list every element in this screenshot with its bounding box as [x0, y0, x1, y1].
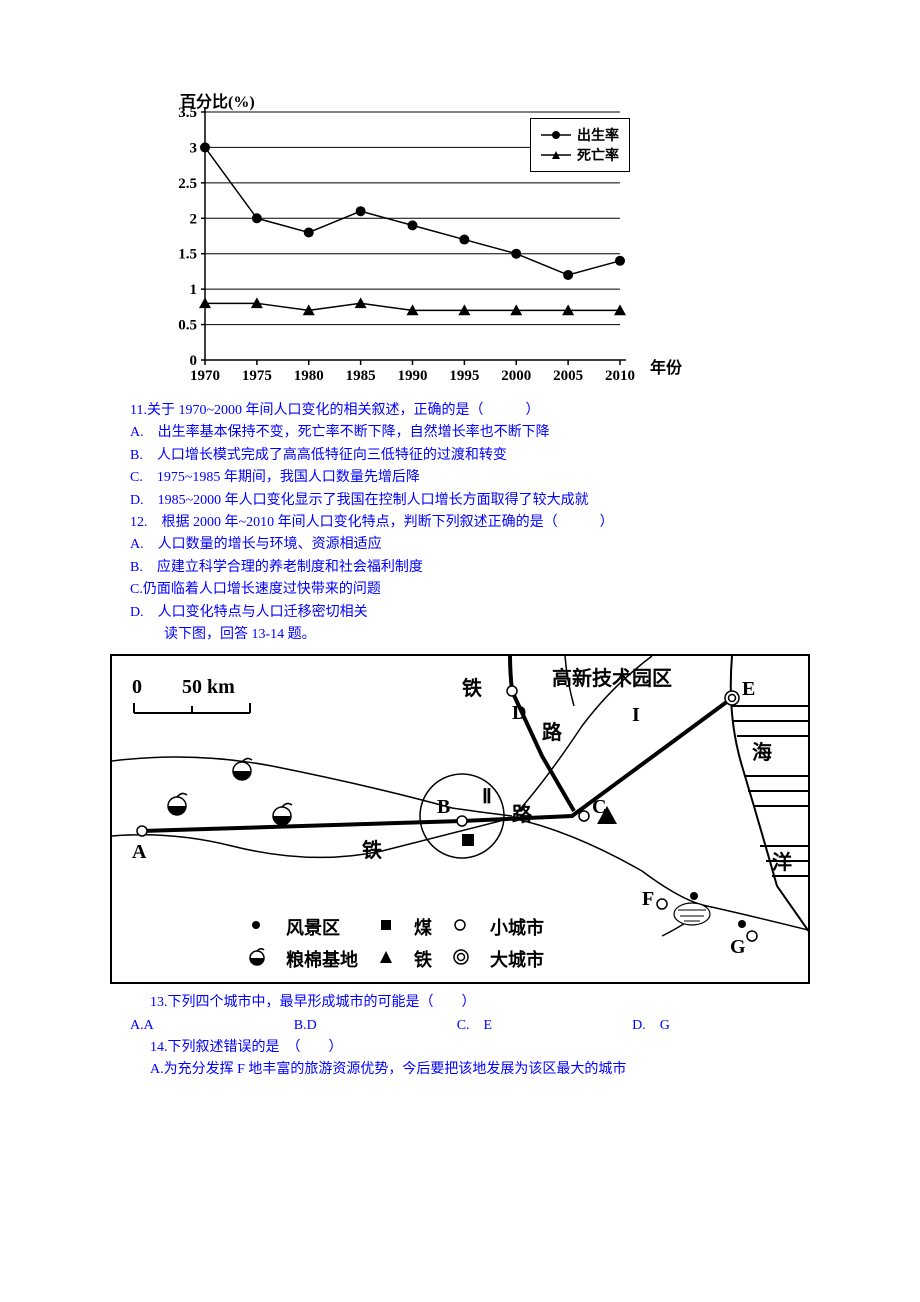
svg-text:1970: 1970	[190, 368, 220, 384]
map-legend: 风景区 煤 小城市 粮棉基地 铁 大城市	[242, 910, 560, 976]
q12-C: C.仍面临着人口增长速度过快带来的问题	[130, 579, 810, 601]
lbl-F: F	[642, 888, 654, 911]
lg-iron: 铁	[410, 944, 446, 974]
q13-A: A.A	[130, 1015, 154, 1037]
q14-stem: 14.下列叙述错误的是 （ ）	[150, 1037, 810, 1059]
q12-D: D. 人口变化特点与人口迁移密切相关	[130, 602, 810, 624]
svg-text:2005: 2005	[553, 368, 583, 384]
chart-legend: 出生率 死亡率	[530, 118, 630, 172]
lbl-A: A	[132, 841, 146, 864]
q13-C: C. E	[457, 1015, 492, 1037]
chart-x-title: 年份	[650, 354, 682, 378]
legend-death-label: 死亡率	[577, 145, 619, 165]
q13-B: B.D	[294, 1015, 317, 1037]
svg-text:1: 1	[190, 282, 198, 298]
svg-text:1.5: 1.5	[178, 247, 197, 263]
svg-text:1975: 1975	[242, 368, 272, 384]
region-map: 0 50 km	[110, 654, 810, 984]
svg-text:0.5: 0.5	[178, 318, 197, 334]
lbl-D: D	[512, 702, 526, 725]
instr1: 读下图，回答 13-14 题。	[150, 624, 810, 646]
svg-text:1995: 1995	[449, 368, 479, 384]
lbl-C: C	[592, 796, 606, 819]
lbl-gaoxin: 高新技术园区	[552, 662, 672, 691]
svg-text:2: 2	[190, 211, 198, 227]
q13-stem: 13.下列四个城市中，最早形成城市的可能是（ ）	[150, 992, 810, 1014]
q11-stem: 11.关于 1970~2000 年间人口变化的相关叙述，正确的是（ ）	[130, 400, 810, 422]
lbl-hai: 海	[752, 736, 772, 765]
svg-text:2000: 2000	[501, 368, 531, 384]
svg-text:3: 3	[190, 140, 198, 156]
q11-A: A. 出生率基本保持不变，死亡率不断下降，自然增长率也不断下降	[130, 422, 810, 444]
svg-text:1980: 1980	[294, 368, 324, 384]
lbl-lu1: 路	[542, 716, 562, 745]
svg-text:2.5: 2.5	[178, 176, 197, 192]
q12-A: A. 人口数量的增长与环境、资源相适应	[130, 534, 810, 556]
q12-B: B. 应建立科学合理的养老制度和社会福利制度	[130, 557, 810, 579]
lg-grain: 粮棉基地	[282, 944, 372, 974]
lbl-I: I	[632, 704, 640, 727]
lg-scenic: 风景区	[282, 912, 372, 942]
legend-birth-label: 出生率	[577, 125, 619, 145]
q11-C: C. 1975~1985 年期间，我国人口数量先增后降	[130, 467, 810, 489]
lbl-G: G	[730, 936, 746, 959]
lbl-tie1: 铁	[462, 672, 482, 701]
svg-text:1990: 1990	[398, 368, 428, 384]
chart-y-title: 百分比(%)	[180, 88, 255, 112]
q13-D: D. G	[632, 1015, 670, 1037]
lbl-E: E	[742, 678, 755, 701]
lg-small: 小城市	[486, 912, 558, 942]
lbl-B: B	[437, 796, 450, 819]
q11-B: B. 人口增长模式完成了高高低特征向三低特征的过渡和转变	[130, 445, 810, 467]
lbl-tie2: 铁	[362, 834, 382, 863]
population-chart: 百分比(%) 年份 00.511.522.533.519701975198019…	[140, 90, 640, 390]
svg-text:1985: 1985	[346, 368, 376, 384]
svg-text:0: 0	[190, 353, 198, 369]
svg-text:2010: 2010	[605, 368, 635, 384]
q11-D: D. 1985~2000 年人口变化显示了我国在控制人口增长方面取得了较大成就	[130, 490, 810, 512]
lbl-II: Ⅱ	[482, 784, 492, 809]
lg-coal: 煤	[410, 912, 446, 942]
lbl-yang: 洋	[772, 846, 792, 875]
lg-big: 大城市	[486, 944, 558, 974]
q14-A: A.为充分发挥 F 地丰富的旅游资源优势，今后要把该地发展为该区最大的城市	[150, 1059, 810, 1081]
lbl-lu2: 路	[512, 798, 532, 827]
q12-stem: 12. 根据 2000 年~2010 年间人口变化特点，判断下列叙述正确的是（ …	[130, 512, 810, 534]
